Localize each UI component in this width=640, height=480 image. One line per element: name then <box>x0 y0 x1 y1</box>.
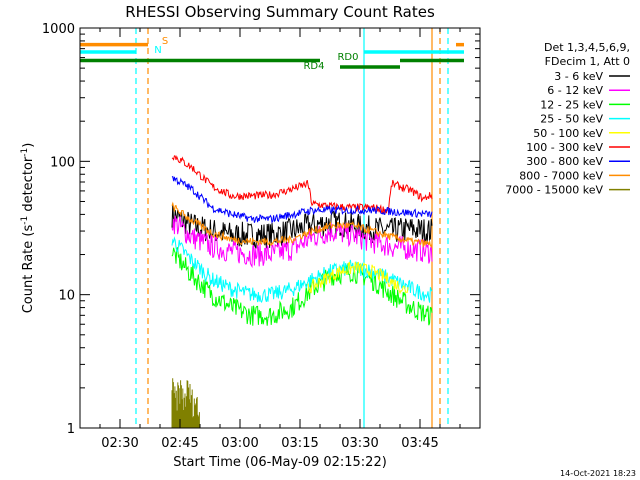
series-line-1 <box>171 215 433 269</box>
y-tick-label: 10 <box>58 289 75 304</box>
legend-header-line2: FDecim 1, Att 0 <box>545 55 630 68</box>
legend-entry-label: 25 - 50 keV <box>540 113 603 126</box>
legend-header-line1: Det 1,3,4,5,6,9, <box>544 41 630 54</box>
legend-entry-label: 800 - 7000 keV <box>519 169 603 182</box>
legend-entry-label: 100 - 300 keV <box>526 141 603 154</box>
series-line-3 <box>171 236 433 303</box>
chart-title: RHESSI Observing Summary Count Rates <box>125 3 435 21</box>
y-axis-label-part2: detector <box>21 156 36 216</box>
y-tick-label: 1 <box>67 422 75 437</box>
legend-entry-label: 3 - 6 keV <box>554 70 603 83</box>
series-line-4 <box>307 261 409 295</box>
x-axis-label: Start Time (06-May-09 02:15:22) <box>173 455 387 470</box>
y-axis: 1 10 100 1000 <box>42 22 480 437</box>
y-tick-label: 100 <box>50 155 75 170</box>
y-axis-label-sup1: -1 <box>20 216 30 225</box>
y-axis-label-part3: ) <box>21 143 36 148</box>
flag-label-rd0: RD0 <box>337 52 358 63</box>
y-axis-label-part1: Count Rate (s <box>21 225 36 314</box>
x-tick-label: 02:30 <box>101 436 138 451</box>
series-line-6 <box>171 175 433 224</box>
legend-entry-label: 6 - 12 keV <box>547 84 603 97</box>
vertical-markers <box>135 28 449 428</box>
series-line-2 <box>171 246 433 326</box>
y-tick-label: 1000 <box>42 22 75 37</box>
series-line-8 <box>171 378 200 428</box>
legend: Det 1,3,4,5,6,9, FDecim 1, Att 0 3 - 6 k… <box>505 41 630 197</box>
status-flags: SN RD0 RD4 <box>80 36 464 72</box>
series-line-7 <box>171 201 433 249</box>
y-axis-label-sup2: -1 <box>20 148 30 157</box>
x-tick-label: 03:30 <box>341 436 378 451</box>
legend-entry-label: 50 - 100 keV <box>533 127 603 140</box>
legend-entry-label: 12 - 25 keV <box>540 98 603 111</box>
flag-label-s: S <box>162 36 168 47</box>
footer-timestamp: 14-Oct-2021 18:23 <box>560 469 636 478</box>
x-tick-label: 03:00 <box>221 436 258 451</box>
series-line-5 <box>171 155 433 214</box>
x-tick-label: 03:45 <box>401 436 438 451</box>
legend-entry-label: 300 - 800 keV <box>526 155 603 168</box>
y-axis-label: Count Rate (s-1 detector-1) <box>20 143 36 314</box>
legend-entry-label: 7000 - 15000 keV <box>505 184 603 197</box>
x-axis: 02:30 02:45 03:00 03:15 03:30 03:45 <box>79 28 481 451</box>
flag-label-n: N <box>154 45 161 56</box>
x-tick-label: 03:15 <box>281 436 318 451</box>
series-layer <box>171 155 433 428</box>
flag-label-rd4: RD4 <box>303 61 324 72</box>
x-tick-label: 02:45 <box>161 436 198 451</box>
